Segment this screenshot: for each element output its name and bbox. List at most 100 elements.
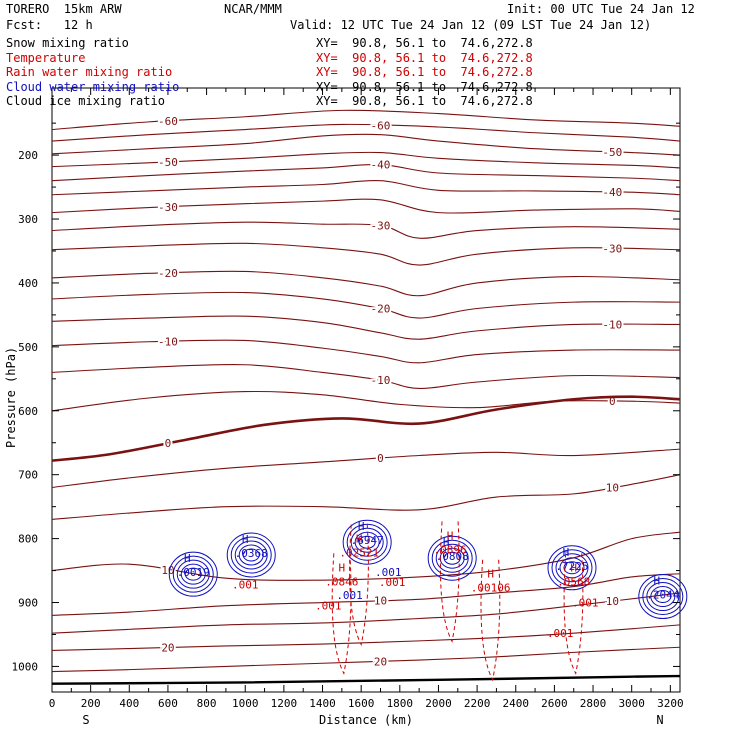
temperature-contour-label: -20 bbox=[158, 267, 178, 280]
x-tick-label: 2600 bbox=[541, 697, 568, 710]
cloud-water-contour bbox=[563, 561, 581, 575]
temperature-contour bbox=[51, 133, 681, 156]
cloud-water-max-label: .0019 bbox=[177, 566, 210, 579]
temperature-contour bbox=[51, 573, 681, 616]
rain-water-contour bbox=[349, 524, 369, 647]
y-tick-label: 300 bbox=[18, 213, 38, 226]
temperature-contour-label: 20 bbox=[161, 642, 174, 655]
x-tick-label: 600 bbox=[158, 697, 178, 710]
x-tick-label: 1200 bbox=[271, 697, 298, 710]
legend-xy: XY= 90.8, 56.1 to 74.6,272.8 bbox=[316, 65, 533, 79]
x-tick-label: 3200 bbox=[657, 697, 684, 710]
temperature-contour-label: 0 bbox=[609, 395, 616, 408]
temperature-contour-label: 0 bbox=[377, 452, 384, 465]
temperature-contour-label: 10 bbox=[606, 595, 619, 608]
x-tick-label: 2800 bbox=[580, 697, 607, 710]
temperature-contour-label: 0 bbox=[165, 437, 172, 450]
rain-water-high-marker: H bbox=[447, 529, 454, 542]
cloud-water-high-marker: H bbox=[184, 552, 191, 565]
plot-frame bbox=[51, 87, 681, 693]
cloud-water-contour bbox=[555, 553, 589, 583]
cloud-water-high-marker: H bbox=[242, 533, 249, 546]
legend-xy: XY= 90.8, 56.1 to 74.6,272.8 bbox=[316, 79, 533, 94]
temperature-contour-label: -20 bbox=[371, 303, 391, 316]
y-tick-label: 1000 bbox=[12, 660, 39, 673]
rain-water-contour-label: .001 bbox=[547, 627, 574, 640]
cloud-water-contour bbox=[650, 586, 676, 608]
temperature-contour-label: -30 bbox=[158, 201, 178, 214]
rain-water-contour-label: .001 bbox=[232, 579, 259, 592]
x-tick-label: 1600 bbox=[348, 697, 375, 710]
cloud-water-contour bbox=[226, 532, 276, 578]
cloud-water-contour bbox=[443, 551, 461, 565]
y-axis-label: Pressure (hPa) bbox=[4, 346, 18, 448]
rain-water-max-label: .0896 bbox=[433, 543, 466, 556]
cloud-water-high-marker: H bbox=[563, 546, 570, 559]
temperature-contour bbox=[51, 163, 681, 182]
x-tick-label: 2200 bbox=[464, 697, 491, 710]
y-tick-label: 600 bbox=[18, 405, 38, 418]
temperature-contour-label: 10 bbox=[374, 595, 387, 608]
legend-label: Snow mixing ratio bbox=[6, 36, 129, 50]
rain-water-contour-label: .001 bbox=[572, 597, 599, 610]
y-tick-label: 700 bbox=[18, 469, 38, 482]
rain-water-max-label: .0846 bbox=[325, 575, 358, 588]
temperature-contour bbox=[51, 109, 681, 131]
x-tick-label: 1400 bbox=[309, 697, 336, 710]
cloud-water-contour bbox=[230, 536, 272, 574]
cloud-water-contour bbox=[172, 555, 214, 593]
cloud-water-max-label: .0368 bbox=[235, 547, 268, 560]
cloud-water-max-label: .7225 bbox=[555, 560, 588, 573]
y-tick-label: 400 bbox=[18, 277, 38, 290]
rain-water-max-label: .0568 bbox=[557, 575, 590, 588]
cloud-water-contour bbox=[238, 544, 264, 566]
temperature-contour-label: 10 bbox=[606, 481, 619, 494]
temperature-contour bbox=[51, 339, 681, 364]
temperature-contour bbox=[51, 123, 681, 142]
cloud-water-high-marker: H bbox=[653, 575, 660, 588]
legend-xy: XY= 90.8, 56.1 to 74.6,272.8 bbox=[316, 36, 533, 50]
temperature-contour-label: -60 bbox=[371, 119, 391, 132]
cloud-water-max-label: .0808 bbox=[436, 550, 469, 563]
cloud-water-contour bbox=[551, 549, 593, 587]
temperature-contour bbox=[51, 390, 681, 412]
temperature-contour bbox=[51, 242, 681, 266]
cloud-water-contour bbox=[638, 574, 688, 620]
cloud-water-contour bbox=[431, 539, 473, 577]
temperature-contour bbox=[51, 592, 681, 634]
temperature-contour bbox=[51, 179, 681, 196]
x-tick-label: 0 bbox=[49, 697, 56, 710]
temperature-contour-label: 10 bbox=[161, 564, 174, 577]
legend-label: Temperature bbox=[6, 50, 86, 65]
valid-time: Valid: 12 UTC Tue 24 Jan 12 (09 LST Tue … bbox=[290, 18, 652, 32]
rain-water-contour-label: .001 bbox=[315, 600, 342, 613]
center-title: NCAR/MMM bbox=[224, 2, 282, 16]
forecast-hour: Fcst: 12 h bbox=[6, 18, 93, 32]
cloud-water-contour bbox=[342, 519, 392, 565]
y-tick-label: 200 bbox=[18, 149, 38, 162]
legend-xy: XY= 90.8, 56.1 to 74.6,272.8 bbox=[316, 50, 533, 65]
model-title: TORERO 15km ARW bbox=[6, 2, 122, 16]
cloud-water-contour bbox=[435, 543, 469, 573]
x-tick-label: 200 bbox=[81, 697, 101, 710]
x-tick-label: 1000 bbox=[232, 697, 259, 710]
temperature-contour-label: -50 bbox=[158, 156, 178, 169]
init-time: Init: 00 UTC Tue 24 Jan 12 bbox=[507, 2, 695, 16]
x-end-label-south: S bbox=[82, 713, 89, 727]
temperature-contour-label: -30 bbox=[371, 219, 391, 232]
temperature-contour bbox=[51, 291, 681, 319]
rain-water-contour bbox=[563, 553, 584, 675]
cloud-water-contour bbox=[642, 578, 684, 616]
legend-label: Cloud ice mixing ratio bbox=[6, 94, 165, 108]
rain-water-high-marker: H bbox=[339, 561, 346, 574]
temperature-contour-label: -40 bbox=[371, 159, 391, 172]
x-tick-label: 800 bbox=[197, 697, 217, 710]
cloud-water-max-label: .6947 bbox=[351, 534, 384, 547]
cloud-water-contour bbox=[427, 535, 477, 581]
temperature-contour bbox=[51, 646, 681, 673]
rain-water-high-marker: H bbox=[570, 561, 577, 574]
temperature-contour bbox=[51, 198, 681, 214]
y-tick-label: 900 bbox=[18, 597, 38, 610]
temperature-contour-label: -50 bbox=[602, 146, 622, 159]
x-tick-label: 3000 bbox=[618, 697, 645, 710]
